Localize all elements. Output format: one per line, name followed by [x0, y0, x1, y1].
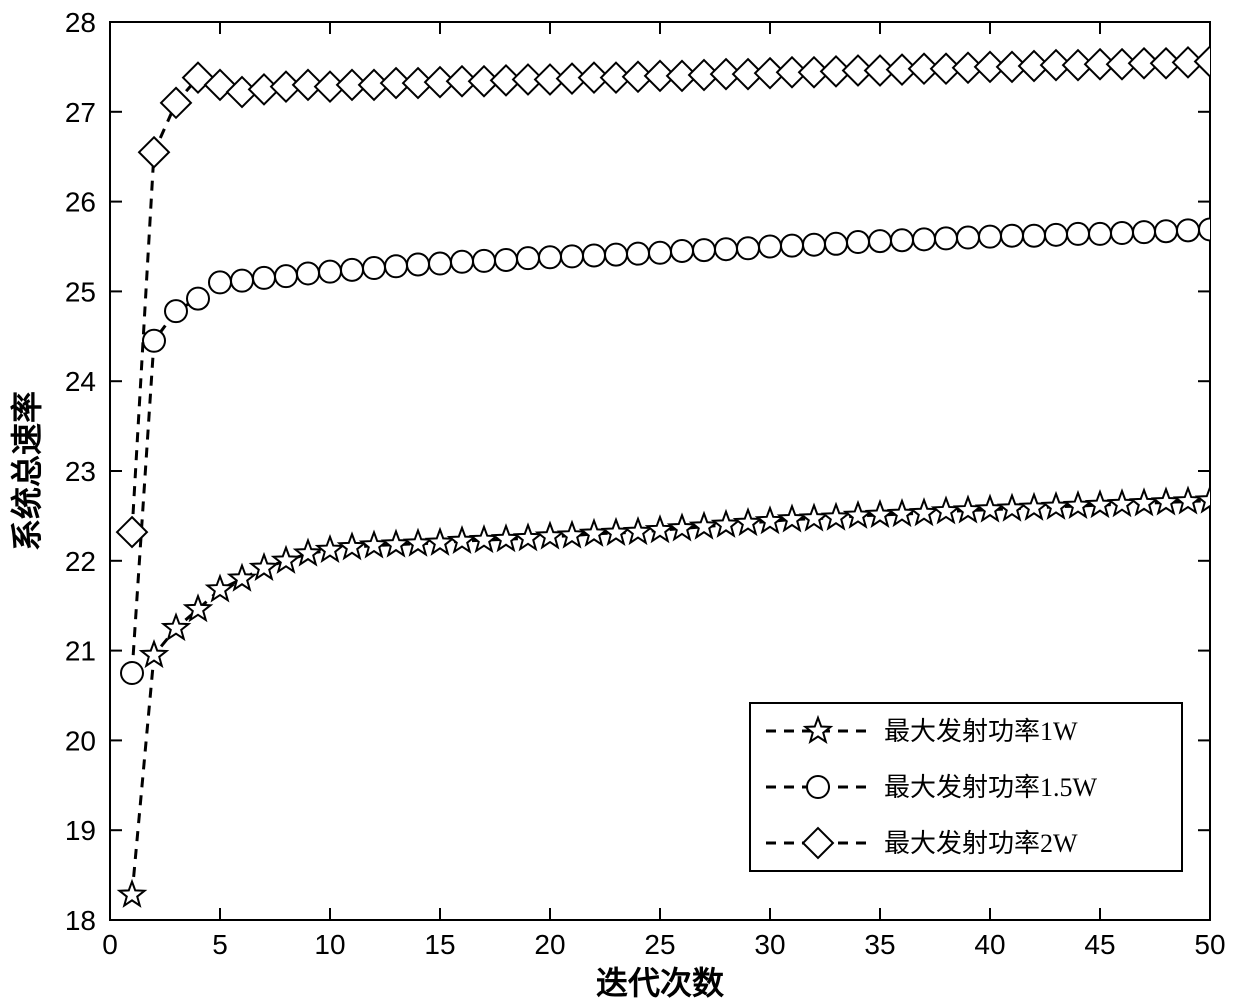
circle-marker: [825, 233, 847, 255]
circle-marker: [913, 228, 935, 250]
circle-marker: [1133, 221, 1155, 243]
circle-marker: [649, 242, 671, 264]
x-axis-label: 迭代次数: [596, 965, 725, 1001]
y-tick-label: 22: [65, 546, 96, 577]
y-tick-label: 23: [65, 456, 96, 487]
y-tick-label: 20: [65, 725, 96, 756]
circle-marker: [869, 230, 891, 252]
x-tick-label: 20: [534, 929, 565, 960]
circle-marker: [187, 288, 209, 310]
circle-marker: [627, 243, 649, 265]
circle-marker: [517, 247, 539, 269]
circle-marker: [715, 238, 737, 260]
y-tick-label: 21: [65, 636, 96, 667]
x-tick-label: 45: [1084, 929, 1115, 960]
y-tick-label: 26: [65, 187, 96, 218]
circle-marker: [847, 231, 869, 253]
circle-marker: [473, 250, 495, 272]
circle-marker: [143, 330, 165, 352]
circle-marker: [1045, 224, 1067, 246]
x-tick-label: 50: [1194, 929, 1225, 960]
x-tick-label: 35: [864, 929, 895, 960]
y-axis-label: 系统总速率: [9, 391, 45, 551]
circle-marker: [737, 237, 759, 259]
circle-marker: [671, 240, 693, 262]
circle-marker: [957, 227, 979, 249]
circle-marker: [1023, 225, 1045, 247]
circle-marker: [583, 244, 605, 266]
y-tick-label: 19: [65, 815, 96, 846]
circle-marker: [1067, 223, 1089, 245]
x-tick-label: 40: [974, 929, 1005, 960]
circle-marker: [539, 246, 561, 268]
circle-marker: [385, 255, 407, 277]
circle-marker: [363, 257, 385, 279]
x-tick-label: 0: [102, 929, 118, 960]
circle-marker: [935, 227, 957, 249]
x-tick-label: 25: [644, 929, 675, 960]
line-chart: 0 5 10 15 20 25 30 35 40 45 50 18 19 20 21 22 23 24 25 26 27…: [0, 0, 1240, 1006]
y-tick-label: 28: [65, 7, 96, 38]
y-tick-label: 24: [65, 366, 96, 397]
x-tick-label: 10: [314, 929, 345, 960]
circle-marker: [297, 262, 319, 284]
circle-marker: [561, 245, 583, 267]
circle-marker: [121, 662, 143, 684]
legend-label: 最大发射功率1W: [884, 717, 1078, 746]
circle-marker: [429, 253, 451, 275]
circle-marker: [605, 244, 627, 266]
circle-marker: [165, 300, 187, 322]
x-tick-label: 30: [754, 929, 785, 960]
circle-marker: [781, 235, 803, 257]
circle-marker: [407, 253, 429, 275]
circle-marker: [979, 226, 1001, 248]
circle-marker: [759, 236, 781, 258]
legend-circle-icon: [807, 776, 829, 798]
legend: 最大发射功率1W 最大发射功率1.5W 最大发射功率2W: [750, 703, 1182, 871]
y-tick-label: 27: [65, 97, 96, 128]
circle-marker: [1177, 219, 1199, 241]
circle-marker: [1111, 222, 1133, 244]
y-tick-label: 25: [65, 276, 96, 307]
legend-label: 最大发射功率1.5W: [884, 773, 1098, 802]
circle-marker: [275, 265, 297, 287]
circle-marker: [209, 271, 231, 293]
circle-marker: [341, 259, 363, 281]
circle-marker: [803, 234, 825, 256]
y-tick-label: 18: [65, 905, 96, 936]
circle-marker: [1001, 225, 1023, 247]
circle-marker: [1089, 223, 1111, 245]
legend-label: 最大发射功率2W: [884, 829, 1078, 858]
circle-marker: [231, 270, 253, 292]
chart-container: 0 5 10 15 20 25 30 35 40 45 50 18 19 20 21 22 23 24 25 26 27…: [0, 0, 1240, 1006]
circle-marker: [451, 251, 473, 273]
circle-marker: [319, 261, 341, 283]
circle-marker: [495, 249, 517, 271]
x-tick-label: 15: [424, 929, 455, 960]
circle-marker: [1155, 220, 1177, 242]
x-tick-label: 5: [212, 929, 228, 960]
circle-marker: [693, 239, 715, 261]
circle-marker: [891, 229, 913, 251]
circle-marker: [253, 267, 275, 289]
